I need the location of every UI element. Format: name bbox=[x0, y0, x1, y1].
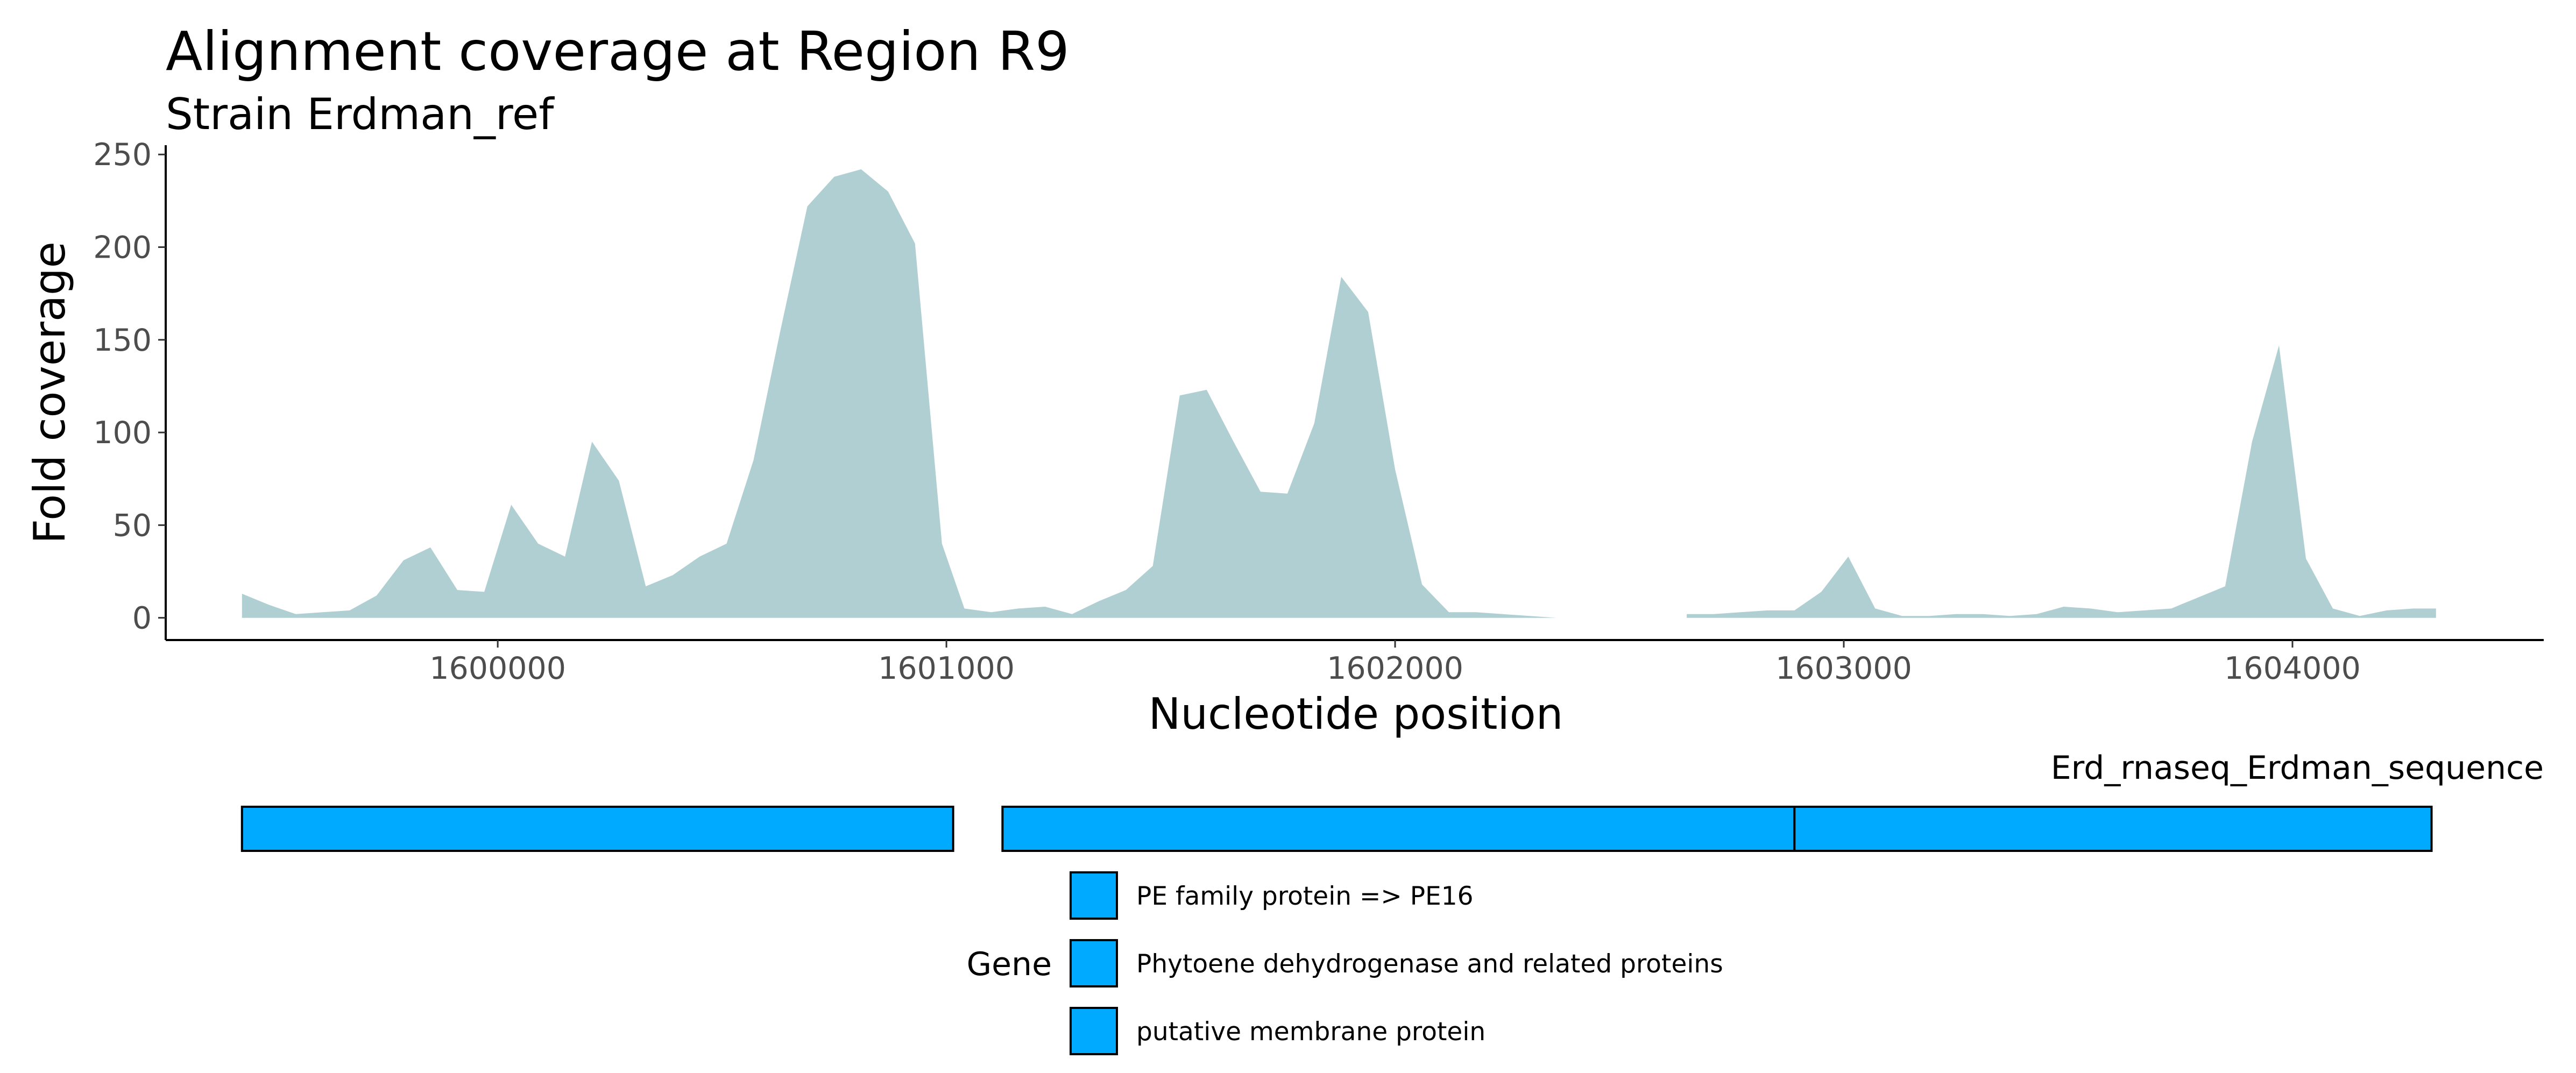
y-axis-title: Fold coverage bbox=[25, 241, 75, 544]
chart-title: Alignment coverage at Region R9 bbox=[166, 20, 1070, 83]
legend-title: Gene bbox=[967, 946, 1052, 983]
x-tick-label: 1603000 bbox=[1775, 651, 1912, 686]
legend-key-3 bbox=[1070, 1007, 1118, 1055]
gene-bar-3 bbox=[1793, 806, 2433, 852]
axes: 0 50 100 150 200 250 1600000 1601000 1602000 1603… bbox=[93, 137, 2544, 686]
chart-subtitle: Strain Erdman_ref bbox=[166, 89, 555, 139]
coverage-area-segment-2 bbox=[1687, 345, 2436, 618]
legend-key-2 bbox=[1070, 939, 1118, 987]
legend-label-3: putative membrane protein bbox=[1136, 1017, 1485, 1047]
y-tick-label: 50 bbox=[112, 508, 152, 543]
y-tick-label: 200 bbox=[93, 230, 152, 266]
gene-track-label: Erd_rnaseq_Erdman_sequence bbox=[2051, 749, 2544, 787]
x-axis-title: Nucleotide position bbox=[1149, 689, 1563, 739]
gene-bar-2 bbox=[1001, 806, 1796, 852]
y-tick-label: 0 bbox=[132, 601, 152, 636]
y-tick-label: 250 bbox=[93, 137, 152, 173]
plot-area bbox=[242, 169, 2436, 618]
y-tick-label: 100 bbox=[93, 415, 152, 451]
coverage-area-segment-1 bbox=[242, 169, 1575, 618]
legend-label-2: Phytoene dehydrogenase and related prote… bbox=[1136, 949, 1723, 979]
x-tick-label: 1604000 bbox=[2224, 651, 2361, 686]
legend: Gene PE family protein => PE16 Phytoene d… bbox=[967, 871, 1723, 1055]
x-tick-label: 1602000 bbox=[1327, 651, 1463, 686]
gene-track bbox=[240, 806, 2433, 852]
x-tick-label: 1601000 bbox=[878, 651, 1015, 686]
legend-key-1 bbox=[1070, 871, 1118, 920]
x-tick-label: 1600000 bbox=[429, 651, 566, 686]
legend-label-1: PE family protein => PE16 bbox=[1136, 882, 1474, 911]
gene-bar-1 bbox=[240, 806, 954, 852]
y-tick-label: 150 bbox=[93, 323, 152, 358]
